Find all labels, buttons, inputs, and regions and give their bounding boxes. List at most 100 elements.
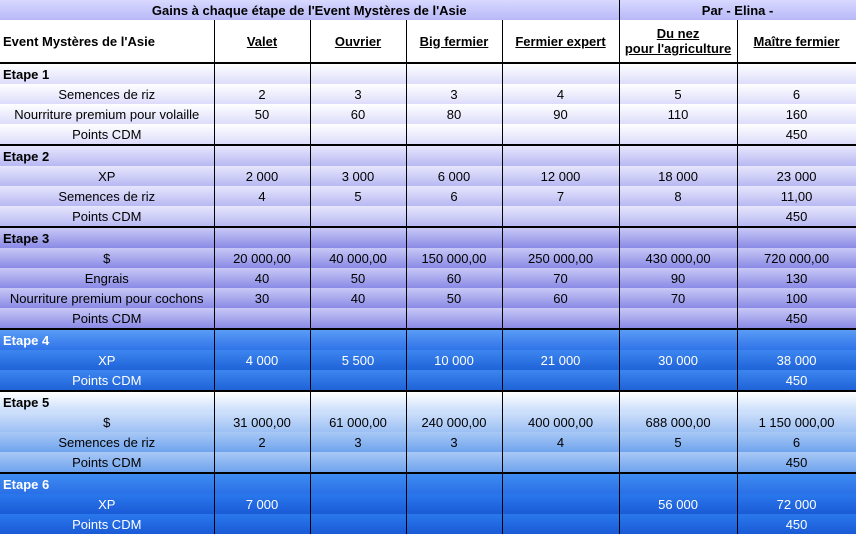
value-cell (406, 494, 503, 514)
value-cell (310, 370, 407, 391)
value-cell: 30 000 (619, 350, 738, 370)
value-cell: 450 (737, 370, 856, 391)
empty-cell (214, 390, 311, 412)
value-cell: 70 (502, 268, 620, 288)
value-cell (406, 370, 503, 391)
value-cell: 3 (406, 84, 503, 104)
value-cell: 50 (214, 104, 311, 124)
row-label: Semences de riz (0, 186, 215, 206)
empty-cell (737, 144, 856, 166)
empty-cell (406, 144, 503, 166)
row-label: Points CDM (0, 514, 215, 534)
value-cell: 450 (737, 206, 856, 227)
value-cell (502, 452, 620, 473)
value-cell (310, 308, 407, 329)
value-cell (310, 494, 407, 514)
value-cell: 130 (737, 268, 856, 288)
row-label: $ (0, 412, 215, 432)
value-cell: 12 000 (502, 166, 620, 186)
value-cell (619, 124, 738, 145)
value-cell (619, 206, 738, 227)
value-cell: 430 000,00 (619, 248, 738, 268)
value-cell: 70 (619, 288, 738, 308)
value-cell: 100 (737, 288, 856, 308)
header-col-maitre-fermier: Maître fermier (737, 20, 856, 64)
value-cell: 60 (406, 268, 503, 288)
table-row: XP 7 000 56 000 72 000 (0, 494, 856, 514)
value-cell: 61 000,00 (310, 412, 407, 432)
empty-cell (214, 144, 311, 166)
stage-label: Etape 5 (0, 390, 215, 412)
header-col-ouvrier: Ouvrier (310, 20, 407, 64)
empty-cell (406, 226, 503, 248)
value-cell: 250 000,00 (502, 248, 620, 268)
value-cell: 2 (214, 84, 311, 104)
value-cell: 450 (737, 124, 856, 145)
row-label: Nourriture premium pour volaille (0, 104, 215, 124)
table-row: XP 4 000 5 500 10 000 21 000 30 000 38 000 (0, 350, 856, 370)
table-row: Semences de riz 2 3 3 4 5 6 (0, 84, 856, 104)
empty-cell (502, 62, 620, 84)
value-cell: 5 (310, 186, 407, 206)
table-row: Points CDM 450 (0, 124, 856, 145)
row-label: Engrais (0, 268, 215, 288)
value-cell: 110 (619, 104, 738, 124)
empty-cell (502, 472, 620, 494)
value-cell: 3 (406, 432, 503, 452)
value-cell (214, 370, 311, 391)
row-label: Nourriture premium pour cochons (0, 288, 215, 308)
value-cell: 90 (619, 268, 738, 288)
value-cell: 7 (502, 186, 620, 206)
table-row: Nourriture premium pour cochons 30 40 50 60 7… (0, 288, 856, 308)
value-cell: 8 (619, 186, 738, 206)
empty-cell (619, 144, 738, 166)
stage-row: Etape 3 (0, 226, 856, 248)
value-cell: 160 (737, 104, 856, 124)
value-cell (619, 514, 738, 534)
value-cell: 6 (737, 432, 856, 452)
table-row: Semences de riz 2 3 3 4 5 6 (0, 432, 856, 452)
value-cell: 4 (502, 84, 620, 104)
empty-cell (502, 144, 620, 166)
table-row: XP 2 000 3 000 6 000 12 000 18 000 23 000 (0, 166, 856, 186)
value-cell (214, 124, 311, 145)
value-cell: 7 000 (214, 494, 311, 514)
value-cell (214, 514, 311, 534)
value-cell: 10 000 (406, 350, 503, 370)
stage-label: Etape 4 (0, 328, 215, 350)
row-label: Semences de riz (0, 432, 215, 452)
value-cell: 450 (737, 452, 856, 473)
value-cell: 18 000 (619, 166, 738, 186)
stage-row: Etape 5 (0, 390, 856, 412)
empty-cell (310, 390, 407, 412)
empty-cell (214, 226, 311, 248)
empty-cell (310, 328, 407, 350)
empty-cell (737, 390, 856, 412)
header-row: Event Mystères de l'Asie Valet Ouvrier B… (0, 20, 856, 64)
header-col-du-nez: Du nez pour l'agriculture (619, 20, 738, 64)
value-cell: 23 000 (737, 166, 856, 186)
empty-cell (619, 472, 738, 494)
value-cell (502, 514, 620, 534)
value-cell (502, 124, 620, 145)
value-cell: 1 150 000,00 (737, 412, 856, 432)
stage-label: Etape 6 (0, 472, 215, 494)
empty-cell (502, 390, 620, 412)
stage-row: Etape 4 (0, 328, 856, 350)
value-cell: 31 000,00 (214, 412, 311, 432)
table-row: $20 000,00 40 000,00 150 000,00 250 000,00 4… (0, 248, 856, 268)
value-cell: 450 (737, 514, 856, 534)
value-cell: 4 (214, 186, 311, 206)
value-cell (406, 452, 503, 473)
value-cell: 60 (310, 104, 407, 124)
value-cell: 80 (406, 104, 503, 124)
row-label: Points CDM (0, 206, 215, 227)
table-row: Points CDM 450 (0, 514, 856, 534)
value-cell: 40 (310, 288, 407, 308)
empty-cell (737, 62, 856, 84)
row-label: XP (0, 166, 215, 186)
empty-cell (310, 472, 407, 494)
value-cell: 20 000,00 (214, 248, 311, 268)
value-cell (214, 308, 311, 329)
row-label: $ (0, 248, 215, 268)
